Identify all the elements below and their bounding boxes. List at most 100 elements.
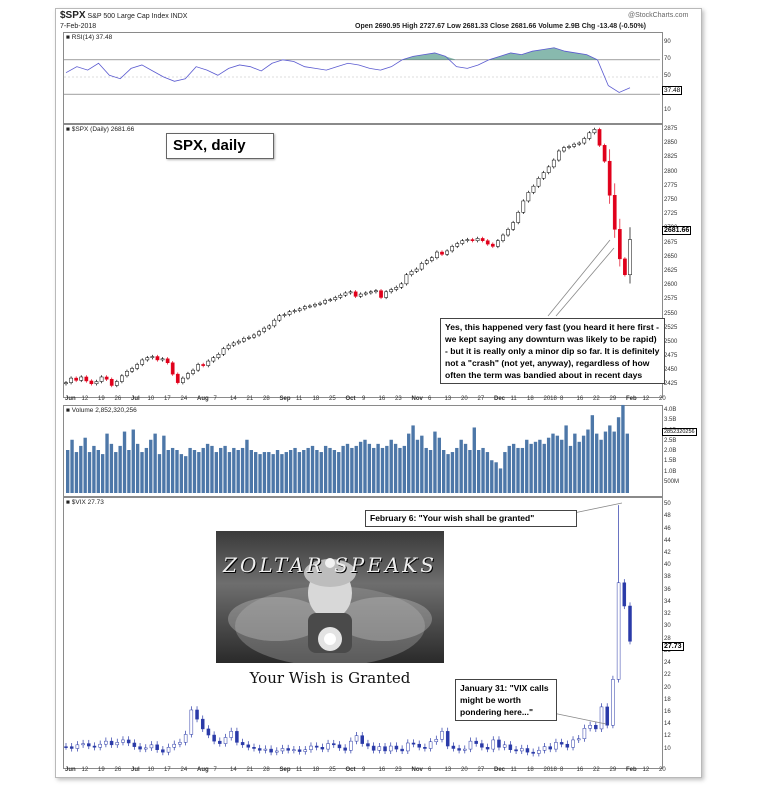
price-last-value: 2681.66 [662, 226, 692, 235]
x-tick: 9 [362, 767, 366, 773]
vix-tick: 44 [664, 537, 671, 544]
vix-candle [109, 740, 114, 746]
x-tick: 19 [98, 767, 105, 773]
x-tick: 18 [312, 767, 320, 773]
x-tick: 11 [296, 767, 303, 773]
x-tick: Dec [494, 396, 506, 402]
vix-tick: 38 [664, 574, 671, 581]
volume-bar [197, 452, 201, 493]
price-candle [216, 354, 221, 358]
vix-candle [195, 709, 199, 720]
vix-candle [531, 751, 535, 754]
vix-candle [275, 750, 279, 753]
volume-bar [476, 450, 481, 493]
volume-bar [96, 450, 100, 493]
vix-candle [155, 744, 159, 750]
rsi-overbought-fill [66, 47, 630, 60]
price-candle [562, 147, 566, 152]
vix-candle [400, 748, 404, 752]
vix-candle [263, 748, 268, 751]
volume-bar [503, 452, 507, 493]
vix-candle [332, 743, 336, 746]
vix-candle [292, 749, 296, 751]
vix-candle [183, 734, 188, 743]
volume-bar [297, 452, 302, 493]
price-tick: 2525 [664, 324, 678, 331]
vix-candle [161, 749, 165, 753]
volume-bar [428, 450, 433, 493]
price-candle [297, 308, 302, 311]
x-tick: Jul [131, 767, 140, 773]
price-candle [465, 239, 470, 241]
volume-bar [140, 452, 144, 493]
price-candle [557, 150, 561, 161]
volume-bar [350, 447, 354, 493]
x-tick: 12 [81, 396, 89, 402]
price-candle [160, 358, 165, 361]
price-candle [577, 142, 582, 145]
price-candle [313, 304, 317, 307]
volume-bar [608, 425, 612, 493]
price-candle [526, 192, 531, 202]
vix-candle [423, 747, 427, 749]
price-candle [419, 263, 424, 270]
vix-candle [434, 739, 439, 743]
vix-candle [445, 731, 450, 747]
rsi-line [65, 47, 631, 93]
volume-tick: 2.0B [664, 448, 677, 455]
volume-bar [363, 439, 367, 493]
vix-candle [628, 605, 632, 642]
volume-tick: 4.0B [664, 407, 677, 414]
volume-bar [511, 443, 516, 493]
volume-bar [398, 447, 402, 493]
x-axis-upper: Jun 12 19 26 Jul 10 17 24 Aug 7 14 21 28 Sep 11 18 25 Oct… [63, 396, 666, 406]
vix-candle [411, 742, 416, 745]
price-candle [125, 371, 129, 377]
vix-candle [565, 743, 570, 748]
volume-bar [616, 417, 621, 493]
price-candle [282, 314, 287, 316]
volume-bar [621, 404, 625, 493]
price-candle [155, 356, 160, 361]
volume-bar [590, 415, 595, 493]
price-candle [272, 319, 277, 327]
price-candle [104, 376, 109, 380]
x-tick: Sep [279, 396, 291, 402]
vix-candle [212, 734, 216, 742]
rsi-panel [63, 32, 663, 124]
vix-candle [508, 744, 513, 750]
volume-bar [568, 445, 573, 493]
volume-bar [498, 468, 503, 493]
x-tick: 28 [263, 396, 270, 402]
volume-bar [520, 447, 525, 493]
vix-candle [223, 737, 228, 744]
price-tick: 2575 [664, 296, 678, 303]
vix-last-value: 27.73 [662, 642, 684, 651]
volume-bar [455, 447, 459, 493]
volume-tick: 500M [664, 478, 680, 485]
price-candle [120, 375, 124, 382]
price-candle [338, 294, 343, 298]
x-tick: Oct [345, 767, 356, 773]
volume-bar [315, 450, 319, 493]
price-candle [226, 344, 231, 349]
price-candle [302, 306, 307, 310]
volume-bar [280, 454, 284, 493]
volume-bar [284, 452, 288, 493]
vix-candle [349, 740, 353, 751]
price-candle [186, 373, 190, 379]
price-label: ■ $SPX (Daily) 2681.66 [66, 126, 135, 133]
symbol: $SPX [60, 10, 86, 21]
volume-bar [376, 443, 380, 493]
volume-bar [564, 425, 568, 493]
volume-bar [219, 447, 223, 493]
volume-bar [87, 452, 92, 493]
volume-tick: 2.5B [664, 437, 677, 444]
zoltar-image: ZOLTAR SPEAKS [216, 531, 444, 663]
x-tick: 12 [81, 767, 89, 773]
volume-bar [577, 441, 581, 493]
vix-candle [440, 731, 444, 740]
vix-candle [406, 742, 410, 752]
volume-bar [153, 433, 157, 493]
price-candle [135, 364, 139, 369]
